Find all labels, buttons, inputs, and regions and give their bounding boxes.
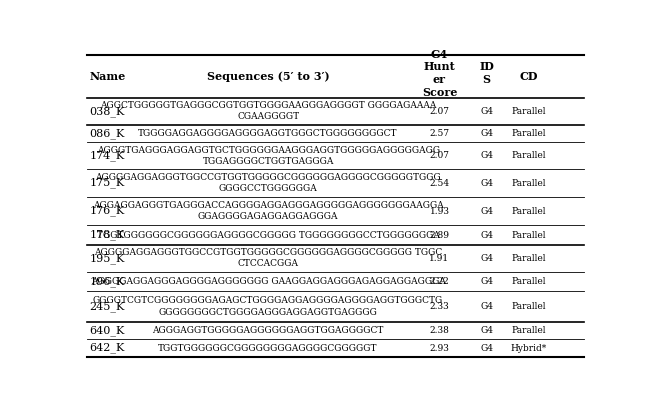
Text: G4: G4 — [480, 326, 493, 335]
Text: G4: G4 — [480, 277, 493, 286]
Text: G4: G4 — [480, 107, 493, 116]
Text: Hybrid*: Hybrid* — [511, 344, 547, 353]
Text: Parallel: Parallel — [511, 326, 546, 335]
Text: 640_K: 640_K — [90, 325, 125, 336]
Text: 2.22: 2.22 — [430, 277, 449, 286]
Text: G4: G4 — [480, 179, 493, 188]
Text: Parallel: Parallel — [511, 179, 546, 188]
Text: 2.38: 2.38 — [430, 326, 449, 335]
Text: 1.91: 1.91 — [430, 254, 449, 263]
Text: 195_K: 195_K — [90, 253, 125, 264]
Text: 1.93: 1.93 — [430, 206, 449, 215]
Text: Parallel: Parallel — [511, 231, 546, 239]
Text: 2.07: 2.07 — [430, 151, 449, 160]
Text: 2.33: 2.33 — [430, 302, 449, 311]
Text: 2.93: 2.93 — [430, 344, 449, 353]
Text: Parallel: Parallel — [511, 107, 546, 116]
Text: Sequences (5′ to 3′): Sequences (5′ to 3′) — [207, 71, 330, 82]
Text: 175_K: 175_K — [90, 177, 125, 188]
Text: GGGGTCGTCGGGGGGGGAGAGCTGGGGAGGAGGGGAGGGGAGGTGGGCTG
GGGGGGGGCTGGGGAGGGAGGAGGTGAGG: GGGGTCGTCGGGGGGGGAGAGCTGGGGAGGAGGGGAGGGG… — [93, 297, 443, 317]
Text: G4: G4 — [480, 129, 493, 138]
Text: TGGTGGGGGGCGGGGGGAGGGGCGGGGG TGGGGGGGGCCTGGGGGGGA: TGGTGGGGGGCGGGGGGAGGGGCGGGGG TGGGGGGGGCC… — [97, 231, 439, 239]
Text: Parallel: Parallel — [511, 129, 546, 138]
Text: 2.54: 2.54 — [430, 179, 449, 188]
Text: AGGGTGAGGGAGGAGGTGCTGGGGGGAAGGGAGGTGGGGGAGGGGGAGG
TGGAGGGGCTGGTGAGGGA: AGGGTGAGGGAGGAGGTGCTGGGGGGAAGGGAGGTGGGGG… — [97, 146, 439, 166]
Text: TGGTGGGGGGCGGGGGGGGAGGGGCGGGGGT: TGGTGGGGGGCGGGGGGGGAGGGGCGGGGGT — [158, 344, 378, 353]
Text: AGGGGAGGAGGGTGGCCGTGGTGGGGGCGGGGGGAGGGGCGGGGGTGGG
GGGGCCTGGGGGGA: AGGGGAGGAGGGTGGCCGTGGTGGGGGCGGGGGGAGGGGC… — [95, 173, 441, 193]
Text: TGGGGAGGAGGGGAGGGGAGGTGGGCTGGGGGGGGCT: TGGGGAGGAGGGGAGGGGAGGTGGGCTGGGGGGGGCT — [139, 129, 398, 138]
Text: ID
S: ID S — [479, 62, 494, 85]
Text: Parallel: Parallel — [511, 151, 546, 160]
Text: 038_K: 038_K — [90, 106, 125, 117]
Text: Parallel: Parallel — [511, 302, 546, 311]
Text: 2.07: 2.07 — [430, 107, 449, 116]
Text: Name: Name — [90, 71, 126, 82]
Text: 174_K: 174_K — [90, 151, 125, 161]
Text: G4: G4 — [480, 206, 493, 215]
Text: 2.57: 2.57 — [430, 129, 449, 138]
Text: G4: G4 — [480, 254, 493, 263]
Text: 086_K: 086_K — [90, 128, 125, 139]
Text: CD: CD — [520, 71, 538, 82]
Text: AGGGGAGGAGGGAGGGGAGGGGGGG GAAGGAGGAGGGAGAGGAGGAGGGA: AGGGGAGGAGGGAGGGGAGGGGGGG GAAGGAGGAGGGAG… — [91, 277, 445, 286]
Text: G4: G4 — [480, 231, 493, 239]
Text: G4: G4 — [480, 344, 493, 353]
Text: 178_K: 178_K — [90, 230, 125, 240]
Text: AGGGAGGTGGGGGAGGGGGGAGGTGGAGGGGCT: AGGGAGGTGGGGGAGGGGGGAGGTGGAGGGGCT — [152, 326, 384, 335]
Text: 176_K: 176_K — [90, 206, 125, 216]
Text: AGGGGAGGAGGGTGGCCGTGGTGGGGGCGGGGGGAGGGGCGGGGG TGGC
CTCCACGGA: AGGGGAGGAGGGTGGCCGTGGTGGGGGCGGGGGGAGGGGC… — [94, 248, 442, 268]
Text: G4
Hunt
er
Score: G4 Hunt er Score — [422, 49, 457, 98]
Text: 642_K: 642_K — [90, 343, 125, 353]
Text: Parallel: Parallel — [511, 254, 546, 263]
Text: 245_K: 245_K — [90, 301, 125, 312]
Text: Parallel: Parallel — [511, 277, 546, 286]
Text: AGGAGGAGGGTGAGGGACCAGGGGAGGAGGGAGGGGGAGGGGGGGAAGGA
GGAGGGGAGAGGAGGAGGGA: AGGAGGAGGGTGAGGGACCAGGGGAGGAGGGAGGGGGAGG… — [93, 201, 443, 221]
Text: G4: G4 — [480, 151, 493, 160]
Text: 2.89: 2.89 — [430, 231, 449, 239]
Text: AGGCTGGGGGTGAGGGCGGTGGTGGGGAAGGGAGGGGT GGGGAGAAAA
CGAAGGGGT: AGGCTGGGGGTGAGGGCGGTGGTGGGGAAGGGAGGGGT G… — [100, 101, 436, 121]
Text: G4: G4 — [480, 302, 493, 311]
Text: Parallel: Parallel — [511, 206, 546, 215]
Text: 196_K: 196_K — [90, 276, 125, 287]
